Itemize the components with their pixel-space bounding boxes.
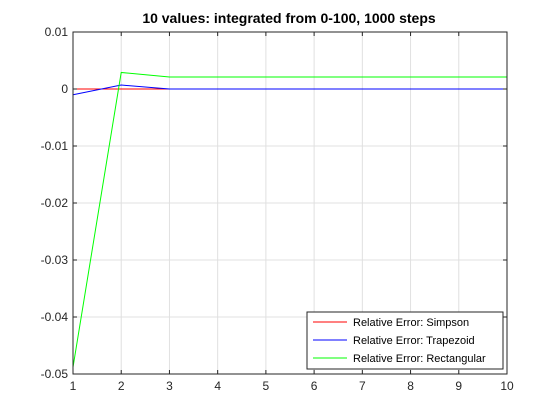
x-tick-label: 10 [500,379,514,393]
y-tick-label: 0 [61,82,68,96]
legend: Relative Error: Simpson Relative Error: T… [306,311,504,370]
x-tick-label: 7 [359,379,366,393]
y-tick-label: -0.02 [41,196,69,210]
y-tick-label: -0.01 [41,139,69,153]
series-line-2 [72,71,507,368]
series-lines [72,71,507,368]
x-tick-label: 4 [214,379,221,393]
x-tick-label: 5 [263,379,270,393]
y-tick-label: -0.03 [41,253,69,267]
x-tick-label: 2 [118,379,125,393]
x-tick-label: 6 [311,379,318,393]
legend-label: Relative Error: Simpson [353,317,469,329]
x-tick-label: 9 [455,379,462,393]
series-line-1 [72,84,507,96]
y-tick-label: -0.05 [41,367,69,381]
legend-label: Relative Error: Trapezoid [353,335,475,347]
chart-title: 10 values: integrated from 0-100, 1000 s… [142,10,436,26]
ticks: 1 2 3 4 5 6 7 8 9 10 0.01 0 -0.01 -0.02 -0.03 -0.04 -0.0… [41,25,514,393]
x-tick-label: 3 [166,379,173,393]
y-tick-label: 0.01 [45,25,69,39]
x-tick-label: 8 [407,379,414,393]
x-tick-label: 1 [70,379,77,393]
y-tick-label: -0.04 [41,310,69,324]
legend-label: Relative Error: Rectangular [353,353,486,365]
